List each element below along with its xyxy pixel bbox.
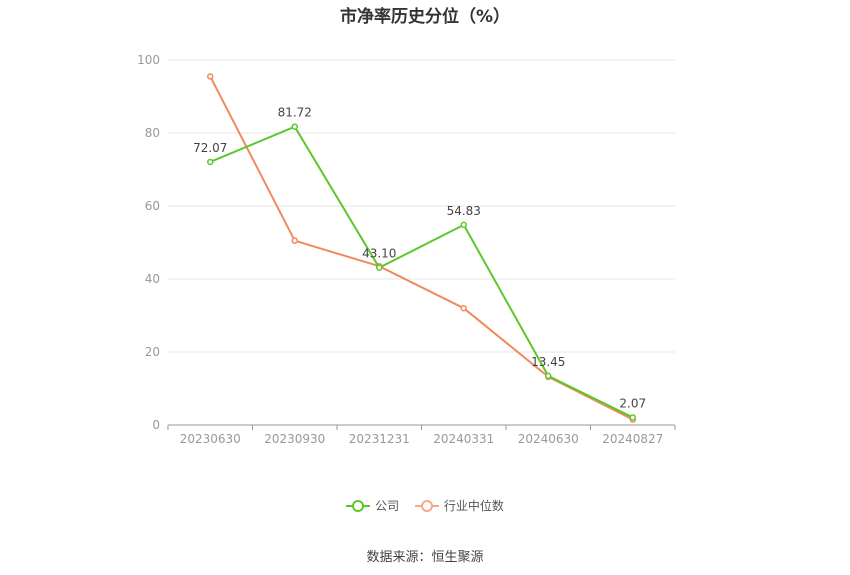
data-point-industry — [207, 73, 214, 80]
x-tick-label: 20240331 — [433, 432, 494, 446]
series-line-industry — [209, 75, 634, 421]
data-point-company — [545, 372, 552, 380]
data-label: 43.10 — [362, 247, 396, 261]
y-tick-label: 60 — [145, 199, 160, 213]
x-tick-label: 20230630 — [180, 432, 241, 446]
x-tick-label: 20231231 — [349, 432, 410, 446]
data-point-company — [376, 264, 383, 271]
data-point-industry — [291, 237, 298, 244]
chart-title: 市净率历史分位（%） — [339, 7, 511, 27]
legend-label-company: 公司 — [375, 499, 400, 513]
data-point-industry — [460, 304, 467, 312]
legend-swatch-industry — [414, 499, 439, 513]
y-tick-label: 100 — [137, 53, 160, 67]
data-label: 54.83 — [447, 204, 481, 218]
data-label: 2.07 — [619, 396, 646, 410]
legend: 公司 行业中位数 — [0, 497, 850, 516]
legend-item-industry[interactable]: 行业中位数 — [414, 497, 504, 514]
x-tick-label: 20240827 — [602, 432, 663, 446]
data-point-company — [291, 123, 298, 130]
y-tick-label: 80 — [145, 126, 160, 140]
series-line-company — [209, 125, 634, 419]
y-tick-label: 40 — [145, 272, 160, 286]
y-tick-label: 20 — [145, 345, 160, 359]
data-label: 13.45 — [531, 355, 565, 369]
y-tick-label: 0 — [152, 418, 160, 432]
data-label: 72.07 — [193, 141, 227, 155]
data-source: 数据来源：恒生聚源 — [366, 550, 484, 565]
x-tick-label: 20230930 — [264, 432, 325, 446]
data-label: 81.72 — [278, 106, 312, 120]
legend-item-company[interactable]: 公司 — [346, 497, 399, 514]
data-point-company — [629, 414, 636, 421]
legend-label-industry: 行业中位数 — [443, 499, 504, 513]
legend-swatch-company — [346, 499, 371, 513]
x-tick-label: 20240630 — [518, 432, 579, 446]
data-point-company — [460, 221, 467, 229]
data-point-company — [207, 158, 214, 166]
